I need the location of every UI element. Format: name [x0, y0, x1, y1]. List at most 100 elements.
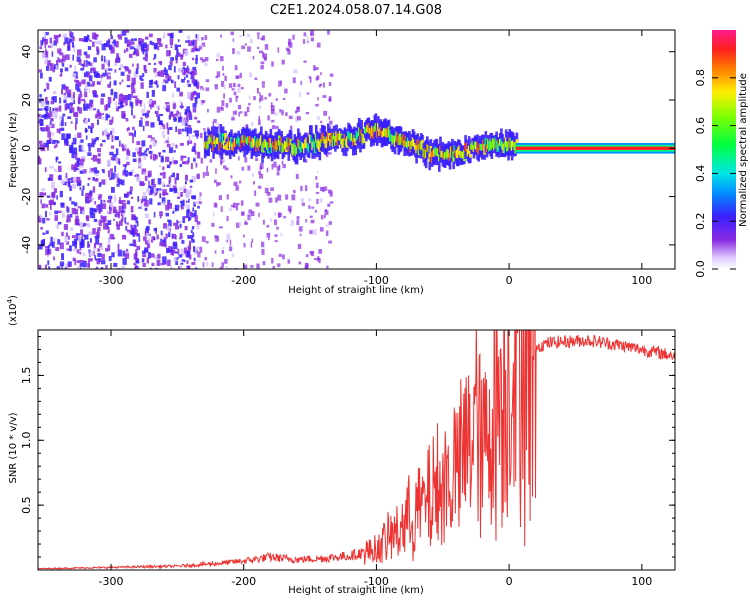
noise-cell	[113, 91, 118, 99]
faint-noise-cell	[220, 206, 223, 212]
noise-cell	[187, 127, 193, 134]
noise-cell	[103, 130, 108, 135]
noise-cell	[43, 113, 48, 120]
faint-noise-cell	[232, 38, 235, 42]
noise-cell	[100, 215, 103, 220]
noise-cell	[45, 65, 50, 71]
faint-noise-cell	[240, 200, 244, 206]
noise-cell	[55, 225, 60, 228]
noise-cell	[106, 159, 111, 166]
faint-noise-cell	[276, 226, 279, 230]
noise-cell	[172, 172, 176, 178]
noise-cell	[79, 180, 82, 184]
noise-cell	[65, 172, 68, 178]
noise-cell	[173, 160, 177, 165]
noise-cell	[181, 240, 185, 244]
noise-cell	[107, 96, 112, 104]
noise-cell	[167, 202, 173, 209]
noise-cell	[190, 41, 194, 45]
noise-cell	[70, 102, 73, 110]
colorbar-tick-label: 0.2	[694, 212, 707, 230]
faint-noise-cell	[237, 87, 241, 93]
noise-cell	[90, 211, 92, 219]
noise-cell	[148, 180, 150, 186]
noise-cell	[191, 47, 195, 52]
noise-cell	[55, 112, 58, 119]
faint-noise-cell	[211, 262, 214, 268]
noise-cell	[126, 248, 129, 254]
noise-cell	[111, 128, 115, 135]
faint-noise-cell	[293, 189, 296, 194]
noise-cell	[53, 168, 57, 172]
noise-cell	[93, 247, 97, 251]
noise-cell	[159, 193, 162, 199]
noise-cell	[139, 147, 142, 153]
noise-cell	[62, 33, 68, 38]
noise-cell	[188, 216, 190, 222]
noise-cell	[162, 81, 166, 85]
noise-cell	[95, 114, 98, 119]
noise-cell	[124, 217, 127, 224]
faint-noise-cell	[328, 116, 331, 120]
noise-cell	[166, 223, 169, 231]
noise-cell	[120, 201, 123, 204]
noise-cell	[186, 260, 189, 264]
faint-noise-cell	[262, 52, 265, 58]
faint-noise-cell	[226, 239, 229, 243]
noise-cell	[103, 56, 106, 63]
noise-cell	[192, 107, 197, 113]
noise-cell	[120, 101, 123, 108]
noise-cell	[118, 101, 121, 105]
faint-noise-cell	[256, 87, 259, 94]
faint-noise-cell	[268, 92, 272, 97]
noise-cell	[151, 236, 156, 241]
faint-noise-cell	[247, 165, 251, 171]
noise-cell	[195, 48, 200, 52]
faint-noise-cell	[328, 96, 332, 102]
noise-cell	[121, 79, 124, 82]
noise-cell	[44, 245, 49, 249]
noise-cell	[38, 108, 43, 111]
noise-cell	[122, 113, 126, 116]
noise-cell	[189, 179, 194, 183]
noise-cell	[161, 239, 166, 246]
noise-cell	[56, 35, 60, 38]
faint-noise-cell	[222, 72, 225, 76]
noise-cell	[195, 33, 198, 39]
noise-cell	[188, 40, 192, 47]
faint-noise-cell	[281, 109, 284, 116]
noise-cell	[115, 107, 120, 112]
faint-noise-cell	[305, 218, 308, 223]
noise-cell	[57, 57, 60, 63]
noise-cell	[106, 40, 110, 48]
noise-cell	[42, 217, 46, 224]
noise-cell	[39, 214, 42, 218]
noise-cell	[140, 43, 145, 51]
faint-noise-cell	[261, 81, 265, 85]
faint-noise-cell	[296, 219, 300, 226]
faint-noise-cell	[244, 111, 248, 117]
colorbar: 0.0 0.2 0.4 0.6 0.8 Normalized spectral ampl…	[694, 30, 749, 278]
noise-cell	[133, 253, 138, 260]
faint-noise-cell	[205, 79, 210, 83]
faint-noise-cell	[223, 93, 225, 99]
y-tick-label: -20	[20, 188, 33, 206]
faint-noise-cell	[200, 44, 204, 47]
faint-noise-cell	[203, 127, 206, 131]
noise-cell	[140, 82, 144, 89]
noise-cell	[69, 185, 72, 192]
noise-cell	[166, 50, 171, 57]
noise-cell	[187, 157, 190, 163]
noise-cell	[146, 225, 150, 231]
noise-cell	[91, 81, 95, 85]
faint-noise-cell	[239, 111, 243, 114]
noise-cell	[187, 124, 192, 128]
noise-cell	[87, 193, 92, 199]
faint-noise-cell	[258, 170, 262, 175]
noise-cell	[129, 100, 132, 107]
noise-cell	[49, 107, 52, 112]
noise-cell	[55, 36, 59, 44]
noise-cell	[148, 85, 153, 88]
faint-noise-cell	[232, 202, 236, 209]
noise-cell	[128, 69, 132, 74]
